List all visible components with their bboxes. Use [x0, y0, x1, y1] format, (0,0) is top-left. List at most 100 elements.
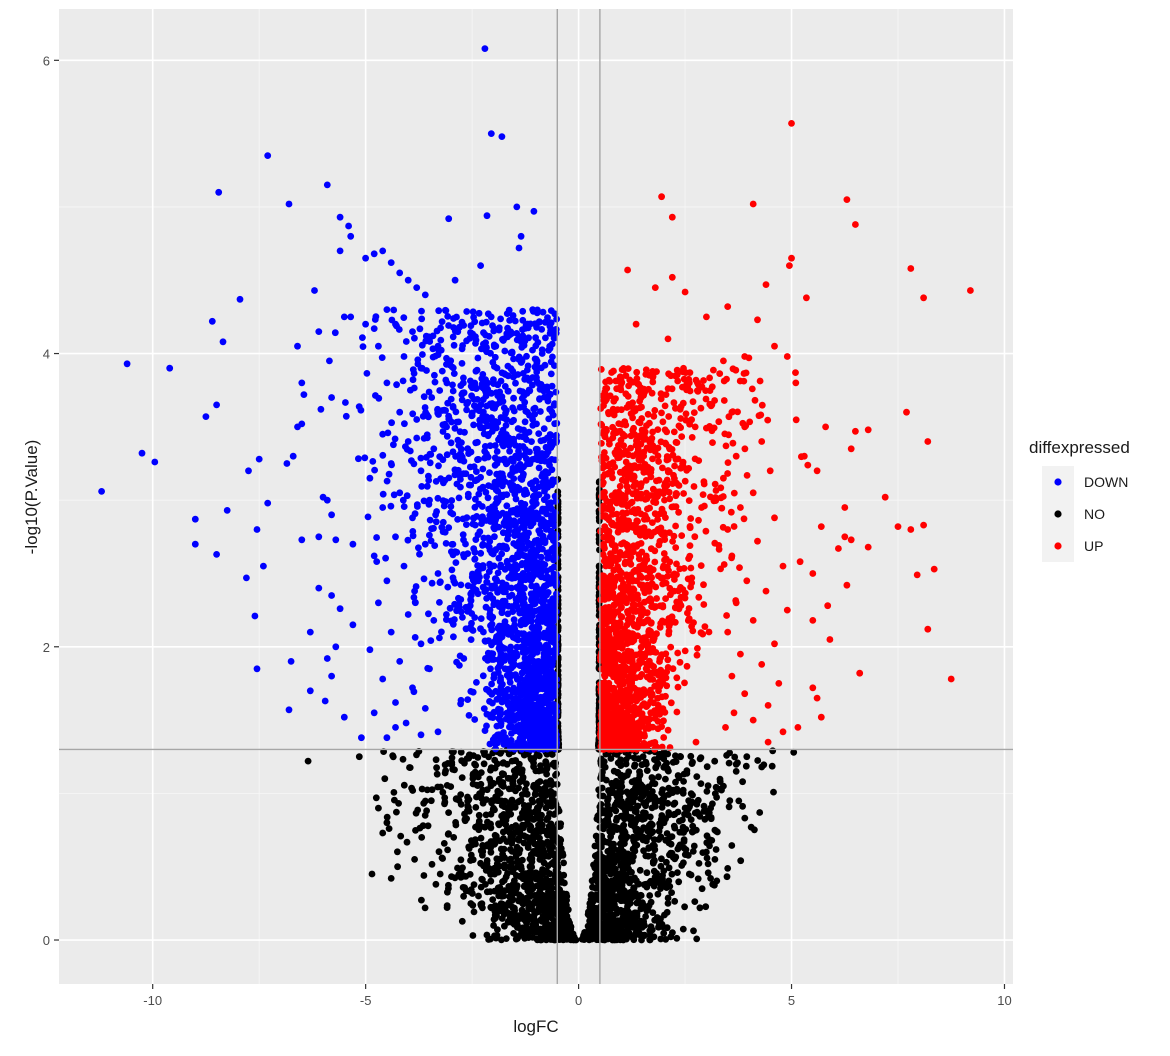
point-down	[549, 638, 556, 645]
point-down	[500, 729, 507, 736]
point-down	[505, 610, 512, 617]
point-down	[427, 459, 434, 466]
point-down	[536, 396, 543, 403]
point-no	[474, 782, 481, 789]
point-no	[474, 754, 481, 761]
point-no	[470, 932, 477, 939]
point-no	[397, 833, 404, 840]
point-no	[423, 807, 430, 814]
point-down	[502, 598, 509, 605]
point-no	[696, 860, 703, 867]
point-down	[450, 633, 457, 640]
point-up	[698, 562, 705, 569]
point-no	[695, 797, 702, 804]
point-no	[547, 936, 554, 943]
point-down	[436, 599, 443, 606]
point-down	[519, 326, 526, 333]
point-down	[499, 494, 506, 501]
point-down	[502, 371, 509, 378]
point-down	[541, 437, 548, 444]
point-down	[505, 653, 512, 660]
point-no	[501, 803, 508, 810]
point-no	[510, 930, 517, 937]
point-up	[675, 684, 682, 691]
point-no	[683, 826, 690, 833]
point-no	[422, 798, 429, 805]
point-down	[358, 407, 365, 414]
point-down	[549, 383, 556, 390]
point-no	[671, 898, 678, 905]
point-up	[692, 424, 699, 431]
point-no	[478, 835, 485, 842]
point-down	[434, 407, 441, 414]
point-no	[655, 773, 662, 780]
point-no	[621, 840, 628, 847]
point-no	[693, 773, 700, 780]
point-no	[629, 788, 636, 795]
point-no	[708, 814, 715, 821]
point-no	[467, 857, 474, 864]
point-down	[465, 494, 472, 501]
point-down	[463, 521, 470, 528]
point-down	[461, 554, 468, 561]
point-no	[680, 787, 687, 794]
point-down	[502, 618, 509, 625]
point-no	[662, 776, 669, 783]
point-no	[651, 883, 658, 890]
point-no	[530, 756, 537, 763]
point-down	[502, 589, 509, 596]
point-no	[487, 767, 494, 774]
point-down	[472, 340, 479, 347]
point-no	[588, 892, 595, 899]
point-no	[436, 848, 443, 855]
point-down	[534, 307, 541, 314]
point-no	[439, 855, 446, 862]
point-down	[364, 370, 371, 377]
point-no	[548, 908, 555, 915]
point-up	[662, 693, 669, 700]
point-down	[448, 439, 455, 446]
point-down	[513, 601, 520, 608]
point-down	[523, 559, 530, 566]
point-down	[549, 595, 556, 602]
point-down	[548, 358, 555, 365]
point-down	[450, 448, 457, 455]
point-down	[458, 582, 465, 589]
point-down	[474, 456, 481, 463]
point-no	[697, 904, 704, 911]
point-down	[441, 407, 448, 414]
point-down	[507, 745, 514, 752]
point-down	[429, 580, 436, 587]
point-down	[491, 533, 498, 540]
point-no	[511, 877, 518, 884]
point-no	[452, 819, 459, 826]
point-no	[652, 800, 659, 807]
point-up	[695, 594, 702, 601]
point-down	[528, 438, 535, 445]
point-down	[480, 672, 487, 679]
point-down	[427, 637, 434, 644]
point-no	[656, 920, 663, 927]
point-down	[535, 527, 542, 534]
point-down	[463, 401, 470, 408]
point-no	[400, 756, 407, 763]
point-no	[543, 923, 550, 930]
point-no	[586, 925, 593, 932]
point-no	[655, 754, 662, 761]
point-down	[486, 698, 493, 705]
point-no	[659, 786, 666, 793]
point-down	[464, 696, 471, 703]
point-down	[529, 563, 536, 570]
point-down	[488, 650, 495, 657]
point-down	[495, 695, 502, 702]
point-down	[522, 501, 529, 508]
point-down	[469, 410, 476, 417]
point-down	[487, 564, 494, 571]
point-no	[491, 871, 498, 878]
point-no	[589, 884, 596, 891]
point-no	[463, 815, 470, 822]
point-down	[529, 639, 536, 646]
point-no	[553, 851, 560, 858]
point-no	[549, 895, 556, 902]
point-no	[418, 897, 425, 904]
